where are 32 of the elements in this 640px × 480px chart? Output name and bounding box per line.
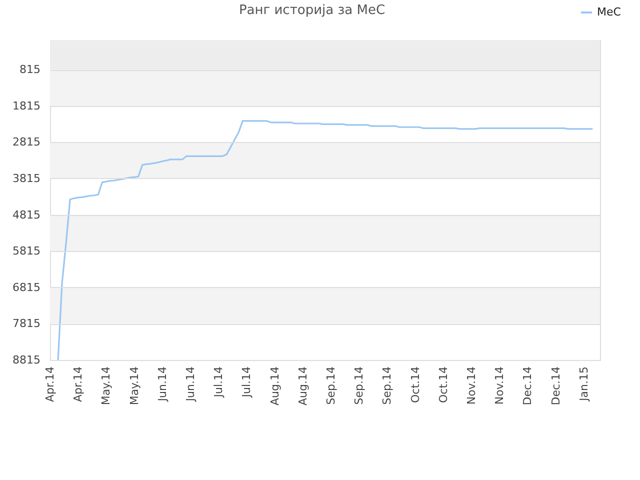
y-tick-label: 815 (20, 63, 40, 76)
x-tick-label: Jun.14 (184, 366, 198, 402)
x-tick-label: Apr.14 (72, 366, 85, 402)
y-tick-label: 7815 (12, 317, 40, 330)
y-tick-label: 6815 (12, 280, 40, 294)
x-tick-label: Jul.14 (212, 366, 226, 398)
x-tick-label: May.14 (100, 366, 113, 406)
x-tick-label: Dec.14 (521, 366, 534, 406)
y-tick-label: 4815 (12, 208, 40, 222)
x-tick-label: Sep.14 (352, 366, 366, 405)
x-tick-label: Nov.14 (493, 366, 506, 405)
x-tick-label: Sep.14 (324, 366, 338, 405)
legend-label: МеС (597, 6, 622, 18)
x-tick-label: May.14 (128, 366, 141, 406)
x-tick-label: Sep.14 (380, 366, 394, 405)
x-tick-label: Oct.14 (408, 366, 422, 404)
x-tick-label: Dec.14 (549, 366, 562, 406)
x-tick-label: Aug.14 (296, 366, 310, 406)
y-tick-label: 8815 (12, 354, 40, 366)
y-tick-label: 1815 (12, 99, 40, 112)
y-tick-label: 2815 (12, 136, 40, 149)
line-series (57, 120, 593, 361)
x-tick-label: Nov.14 (465, 366, 478, 405)
x-tick-label: Jun.14 (156, 366, 169, 402)
x-tick-label: Apr.14 (44, 366, 56, 402)
chart-title: Ранг историја за МеС (238, 3, 386, 18)
x-tick-label: Aug.14 (268, 366, 282, 406)
x-tick-label: Oct.14 (436, 366, 450, 404)
x-tick-label: Jul.14 (240, 366, 254, 398)
x-tick-label: Jan.15 (577, 366, 590, 402)
y-tick-label: 3815 (12, 172, 40, 185)
y-tick-label: 5815 (12, 244, 40, 258)
